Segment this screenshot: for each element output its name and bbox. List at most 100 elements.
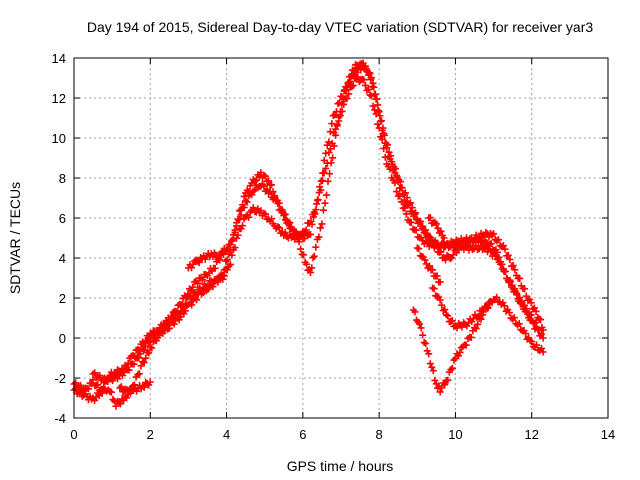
data-point <box>393 171 401 179</box>
data-point <box>194 279 202 287</box>
data-point <box>221 247 229 255</box>
data-point <box>417 324 425 332</box>
data-point <box>499 242 507 250</box>
data-point <box>469 315 477 323</box>
data-point <box>140 359 148 367</box>
x-tick-label: 6 <box>299 427 306 442</box>
data-point <box>506 256 514 263</box>
data-point <box>369 102 377 110</box>
data-point <box>502 267 510 275</box>
data-point <box>400 196 408 204</box>
data-point <box>411 308 419 316</box>
data-point <box>135 354 143 362</box>
data-point <box>261 210 269 218</box>
data-point <box>232 222 240 230</box>
data-point <box>116 384 124 392</box>
data-point <box>416 320 424 328</box>
data-point <box>342 83 350 91</box>
series-track-g <box>413 244 444 286</box>
data-point <box>459 242 467 250</box>
data-point <box>503 274 511 282</box>
y-tick-label: -4 <box>54 411 66 426</box>
data-point <box>172 308 180 316</box>
x-tick-label: 8 <box>376 427 383 442</box>
data-point <box>323 191 331 199</box>
data-point <box>372 95 380 103</box>
data-point <box>340 87 348 95</box>
data-point <box>327 159 335 167</box>
series <box>70 59 547 410</box>
data-point <box>510 314 518 322</box>
data-point <box>459 342 467 350</box>
data-point <box>472 325 480 333</box>
data-point <box>226 260 234 268</box>
data-point <box>526 337 534 345</box>
data-point <box>511 266 519 274</box>
data-point <box>454 352 462 360</box>
data-point <box>425 262 433 270</box>
data-point <box>508 281 516 289</box>
data-point <box>237 211 245 219</box>
data-point <box>487 240 495 248</box>
data-point <box>497 258 505 266</box>
data-point <box>539 348 547 356</box>
series-track-f <box>409 293 547 396</box>
data-point <box>436 278 444 286</box>
data-point <box>399 190 407 198</box>
data-point <box>141 342 149 350</box>
data-point <box>274 223 282 231</box>
data-point <box>145 349 153 357</box>
data-point <box>125 366 133 374</box>
data-point <box>321 199 329 207</box>
data-point <box>283 219 291 227</box>
y-tick-label: 0 <box>59 331 66 346</box>
data-point <box>428 363 436 371</box>
data-point <box>374 101 382 109</box>
data-point <box>323 141 331 149</box>
data-point <box>251 177 259 185</box>
data-point <box>437 248 445 256</box>
data-point <box>168 312 176 320</box>
data-point <box>462 341 470 349</box>
data-point <box>446 255 454 263</box>
data-point <box>526 295 534 303</box>
data-point <box>107 388 115 396</box>
y-tick-label: 10 <box>52 131 66 146</box>
data-point <box>388 158 396 166</box>
data-point <box>405 201 413 209</box>
data-point <box>220 266 228 274</box>
data-point <box>492 252 500 260</box>
data-point <box>506 278 514 286</box>
data-point <box>456 348 464 356</box>
data-point <box>329 154 337 162</box>
x-axis-label: GPS time / hours <box>287 458 394 474</box>
data-point <box>336 112 344 120</box>
data-point <box>281 228 289 236</box>
data-point <box>219 271 227 279</box>
data-point <box>437 227 445 235</box>
data-point <box>538 330 546 338</box>
data-point <box>440 234 448 242</box>
data-point <box>431 376 439 384</box>
data-point <box>266 188 274 196</box>
data-point <box>371 91 379 99</box>
data-point <box>474 312 482 320</box>
data-point <box>170 320 178 328</box>
data-point <box>231 244 239 252</box>
data-point <box>448 364 456 372</box>
plot-frame <box>73 57 609 419</box>
data-point <box>77 387 85 395</box>
data-point <box>193 296 201 304</box>
data-point <box>464 334 472 342</box>
data-point <box>320 156 328 164</box>
data-point <box>513 291 521 299</box>
data-point <box>397 184 405 192</box>
data-point <box>465 319 473 327</box>
data-point <box>236 215 244 223</box>
data-point <box>242 197 250 205</box>
data-point <box>425 350 433 358</box>
data-point <box>72 379 80 387</box>
data-point <box>538 344 546 352</box>
x-tick-label: 2 <box>147 427 154 442</box>
data-point <box>284 218 292 226</box>
